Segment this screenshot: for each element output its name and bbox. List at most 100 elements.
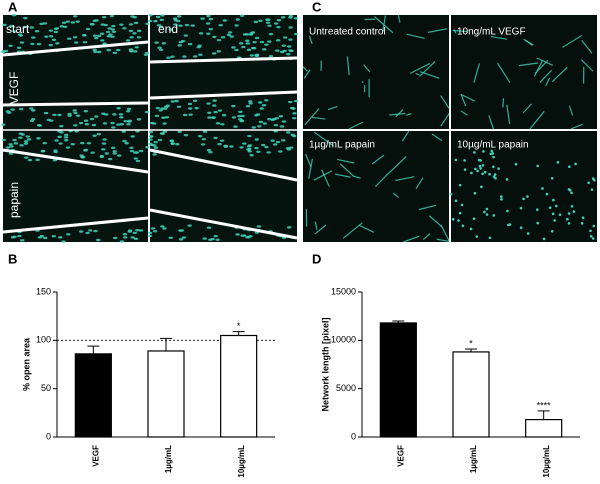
cell [281, 120, 287, 123]
cell [258, 19, 263, 22]
cell [574, 162, 577, 166]
cell [74, 130, 79, 133]
cell [67, 37, 72, 40]
cell [245, 39, 250, 42]
cell [59, 131, 64, 134]
cell [237, 114, 242, 118]
cell [3, 49, 9, 53]
x-tick-label: VEGF [91, 445, 100, 467]
cell [29, 26, 35, 29]
cell [170, 142, 176, 145]
cell [485, 207, 489, 211]
cell [292, 116, 297, 120]
cell [55, 42, 60, 45]
cell [220, 123, 225, 126]
cell [286, 52, 291, 56]
tube [452, 29, 468, 33]
cell [144, 110, 150, 114]
tube [304, 108, 320, 126]
cell [506, 209, 509, 213]
cell [108, 33, 113, 36]
cell [138, 229, 144, 232]
tube [303, 69, 311, 79]
cell [166, 56, 171, 59]
cell [129, 36, 134, 39]
cell [30, 42, 35, 46]
cell [67, 112, 72, 116]
tube [406, 112, 412, 117]
cell [235, 233, 240, 236]
cell [182, 55, 187, 58]
cell [212, 104, 217, 107]
cell [164, 105, 169, 108]
cell [291, 107, 296, 110]
cell [59, 25, 65, 28]
cell [130, 236, 135, 239]
image-label: VEGF [7, 72, 21, 105]
cell [116, 48, 121, 52]
cell [220, 36, 226, 39]
panel-label: D [312, 251, 321, 266]
cell [286, 131, 291, 134]
tube [460, 93, 476, 102]
cell [119, 23, 124, 26]
cell [493, 173, 497, 176]
cell [23, 142, 29, 145]
cell [157, 138, 163, 142]
cell [82, 34, 87, 37]
cell [460, 203, 464, 207]
cell [9, 24, 14, 28]
tube [473, 63, 480, 83]
cell [8, 44, 13, 47]
cell [190, 24, 195, 27]
cell [488, 172, 491, 176]
cell [108, 157, 113, 161]
cell [57, 113, 62, 117]
cell [84, 123, 89, 126]
x-tick-label: VEGF [396, 445, 405, 467]
tube [337, 158, 355, 164]
scratch-line [149, 90, 298, 100]
cell [492, 155, 495, 159]
cell [257, 101, 263, 104]
cell [178, 238, 184, 241]
cell [251, 126, 257, 129]
tube [440, 95, 450, 109]
cell [80, 141, 85, 145]
cell [281, 44, 286, 47]
cell [231, 46, 236, 49]
cell [181, 236, 187, 239]
cell [182, 113, 188, 117]
cell [213, 110, 218, 114]
cell [1, 138, 7, 142]
cell [1, 123, 6, 126]
cell [276, 25, 281, 29]
cell [90, 23, 95, 26]
cell [231, 104, 236, 108]
bar [220, 334, 258, 438]
cell [127, 119, 133, 123]
cell [153, 19, 158, 23]
cell [12, 30, 17, 33]
cell [25, 135, 31, 138]
cell [470, 171, 473, 175]
cell [288, 146, 294, 149]
cell [201, 137, 207, 141]
tube [580, 59, 594, 72]
tube [395, 176, 415, 182]
cell [133, 21, 139, 25]
cell [542, 237, 546, 241]
cell [10, 236, 16, 239]
cell [53, 150, 58, 154]
cell [85, 27, 91, 31]
cell [31, 109, 36, 112]
cell [73, 15, 78, 18]
cell [241, 45, 246, 49]
cell [461, 224, 465, 228]
cell [48, 43, 53, 47]
cell [259, 107, 264, 110]
cell [217, 109, 223, 112]
y-tick-label: 10000 [331, 335, 356, 345]
cell [234, 48, 239, 52]
cell [104, 113, 109, 116]
